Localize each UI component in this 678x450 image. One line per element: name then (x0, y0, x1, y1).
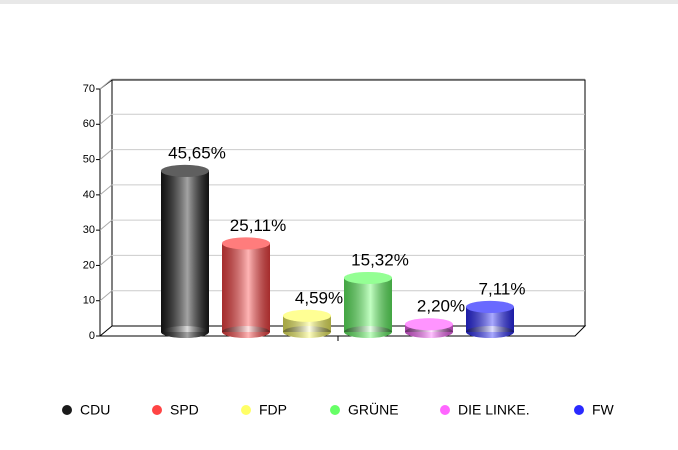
legend-marker (440, 405, 450, 415)
legend-marker (241, 405, 251, 415)
bar-top-shade (161, 164, 209, 177)
data-label: 45,65% (168, 143, 226, 162)
y-tick-label: 60 (83, 118, 95, 130)
legend-label: CDU (80, 402, 110, 418)
bar-top (222, 237, 270, 250)
data-label: 15,32% (351, 250, 409, 269)
data-label: 4,59% (295, 288, 343, 307)
bar-top (161, 164, 209, 177)
legend-marker (62, 405, 72, 415)
bar-bottom-shade (222, 326, 270, 338)
legend-marker (574, 405, 584, 415)
grid-line (99, 184, 113, 196)
grid-line (99, 290, 113, 302)
y-tick-label: 40 (83, 189, 95, 201)
y-tick-label: 20 (83, 259, 95, 271)
legend-label: DIE LINKE. (458, 402, 530, 418)
bar-bottom-shade (344, 326, 392, 338)
data-label: 7,11% (479, 279, 526, 298)
bar-shade (344, 277, 392, 332)
data-label: 25,11% (230, 216, 286, 235)
legend-marker (330, 405, 340, 415)
bar-top (466, 300, 514, 313)
bar-top-shade (283, 309, 331, 322)
data-label: 2,20% (417, 297, 465, 316)
bar-bottom-shade (161, 326, 209, 338)
grid-line (99, 219, 113, 231)
bar-shade (222, 243, 270, 332)
legend-label: SPD (170, 402, 199, 418)
bar-shade (161, 170, 209, 332)
bar-top-shade (466, 300, 514, 313)
legend-label: FDP (259, 402, 287, 418)
legend-marker (152, 405, 162, 415)
y-tick-label: 10 (83, 295, 95, 307)
y-tick-label: 70 (83, 83, 95, 95)
bar-top-shade (222, 237, 270, 250)
legend-label: FW (592, 402, 615, 418)
grid-line (99, 149, 113, 160)
top-strip (0, 0, 678, 4)
bar-top (344, 271, 392, 284)
bar-top-shade (405, 318, 453, 331)
grid-line (99, 255, 113, 266)
bar-top (405, 318, 453, 331)
y-tick-label: 30 (83, 224, 95, 236)
bar-bottom-shade (466, 326, 514, 338)
bar-top (283, 309, 331, 322)
y-tick-label: 50 (83, 153, 95, 165)
grid-line (99, 78, 113, 90)
y-tick-label: 0 (89, 330, 95, 342)
grid-line (99, 113, 113, 125)
bar-bottom-shade (283, 326, 331, 338)
legend-label: GRÜNE (348, 401, 399, 418)
bar-top-shade (344, 271, 392, 284)
